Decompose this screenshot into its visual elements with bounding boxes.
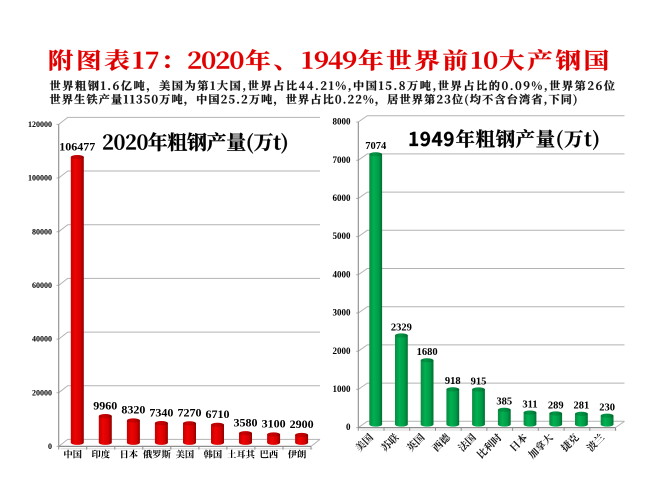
svg-text:106477: 106477 <box>59 139 95 153</box>
svg-text:6000: 6000 <box>333 193 352 203</box>
svg-text:1680: 1680 <box>417 347 438 358</box>
svg-text:8000: 8000 <box>333 117 352 127</box>
svg-text:2329: 2329 <box>391 322 412 333</box>
svg-text:6710: 6710 <box>206 407 230 421</box>
svg-text:385: 385 <box>496 397 512 408</box>
svg-text:7270: 7270 <box>178 406 202 420</box>
svg-text:3580: 3580 <box>234 415 258 429</box>
svg-text:8320: 8320 <box>121 403 145 417</box>
svg-text:5000: 5000 <box>333 231 352 241</box>
svg-text:289: 289 <box>548 400 564 411</box>
svg-text:2900: 2900 <box>290 417 314 431</box>
svg-text:0: 0 <box>346 422 351 432</box>
svg-text:7074: 7074 <box>365 141 387 152</box>
svg-text:1000: 1000 <box>333 384 352 394</box>
svg-text:20000: 20000 <box>32 388 52 397</box>
svg-text:918: 918 <box>445 376 461 387</box>
svg-text:230: 230 <box>599 403 615 414</box>
svg-text:4000: 4000 <box>333 269 352 279</box>
svg-text:9960: 9960 <box>93 398 117 412</box>
svg-text:915: 915 <box>471 376 487 387</box>
svg-text:60000: 60000 <box>32 281 52 290</box>
svg-text:40000: 40000 <box>32 335 52 344</box>
svg-text:311: 311 <box>522 399 537 410</box>
svg-text:80000: 80000 <box>32 227 52 236</box>
svg-text:7340: 7340 <box>149 405 173 419</box>
svg-text:100000: 100000 <box>28 174 52 183</box>
svg-text:7000: 7000 <box>333 155 352 165</box>
svg-text:0: 0 <box>48 442 52 451</box>
svg-text:3100: 3100 <box>262 417 286 431</box>
svg-text:120000: 120000 <box>28 120 52 129</box>
svg-text:3000: 3000 <box>333 308 352 318</box>
svg-text:281: 281 <box>574 401 590 412</box>
svg-text:2000: 2000 <box>333 346 352 356</box>
